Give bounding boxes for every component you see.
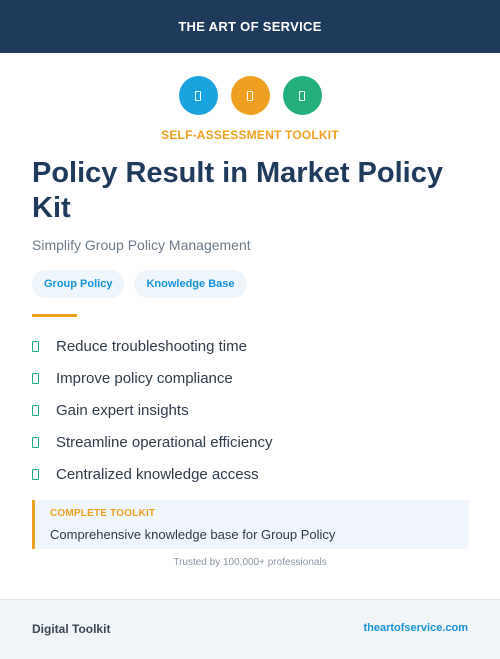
benefit-text: Streamline operational efficiency: [56, 433, 273, 451]
callout-label: COMPLETE TOOLKIT: [50, 508, 156, 519]
benefit-text: Centralized knowledge access: [56, 465, 259, 483]
document-icon: [195, 90, 201, 101]
list-item: Reduce troubleshooting time: [32, 330, 273, 362]
footer-bar: Digital Toolkit theartofservice.com: [0, 599, 500, 659]
list-item: Gain expert insights: [32, 394, 273, 426]
accent-divider: [32, 314, 77, 317]
check-icon: [32, 340, 39, 352]
check-icon: [32, 436, 39, 448]
benefit-text: Gain expert insights: [56, 401, 189, 419]
icon-circle-blue: [178, 76, 218, 115]
list-item: Centralized knowledge access: [32, 458, 273, 490]
header-bar: THE ART OF SERVICE: [0, 0, 500, 53]
callout-text: Comprehensive knowledge base for Group P…: [50, 527, 336, 542]
document-icon: [299, 90, 305, 101]
eyebrow-label: SELF-ASSESSMENT TOOLKIT: [161, 128, 339, 142]
footer-label: Digital Toolkit: [32, 622, 111, 636]
trusted-note: Trusted by 100,000+ professionals: [173, 557, 327, 568]
list-item: Improve policy compliance: [32, 362, 273, 394]
benefit-text: Improve policy compliance: [56, 369, 233, 387]
website-link[interactable]: theartofservice.com: [363, 622, 468, 634]
tag-group-policy: Group Policy: [32, 270, 125, 298]
benefit-text: Reduce troubleshooting time: [56, 337, 247, 355]
subtitle: Simplify Group Policy Management: [32, 237, 251, 253]
tag-knowledge-base: Knowledge Base: [134, 270, 247, 298]
icon-row: [0, 76, 500, 115]
brand-name: THE ART OF SERVICE: [178, 19, 322, 34]
icon-circle-green: [282, 76, 322, 115]
page-title: Policy Result in Market Policy Kit: [32, 157, 443, 224]
toolkit-callout: COMPLETE TOOLKIT Comprehensive knowledge…: [32, 500, 469, 549]
check-icon: [32, 468, 39, 480]
check-icon: [32, 404, 39, 416]
benefit-list: Reduce troubleshooting time Improve poli…: [32, 330, 273, 490]
document-icon: [247, 90, 253, 101]
check-icon: [32, 372, 39, 384]
icon-circle-orange: [230, 76, 270, 115]
tag-list: Group Policy Knowledge Base: [32, 270, 247, 298]
list-item: Streamline operational efficiency: [32, 426, 273, 458]
